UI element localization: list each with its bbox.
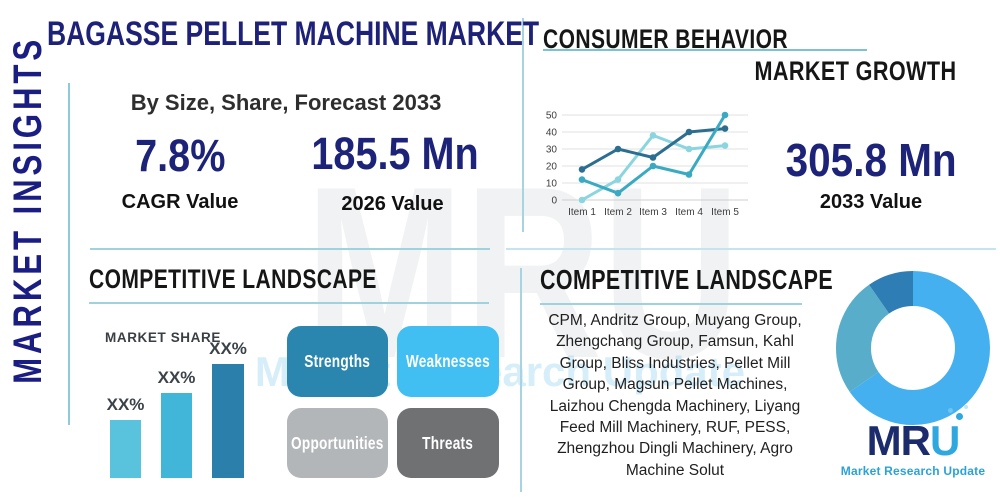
competitive-landscape-left-heading: COMPETITIVE LANDSCAPE <box>89 264 377 294</box>
label-2033: 2033 Value <box>819 191 923 213</box>
market-share-bar: XX% <box>158 368 195 478</box>
svg-text:40: 40 <box>546 128 558 139</box>
swot-grid: Strengths Weaknesses Opportunities Threa… <box>287 326 499 478</box>
bar-value-label: XX% <box>209 339 247 358</box>
svg-text:10: 10 <box>546 179 558 190</box>
subtitle: By Size, Share, Forecast 2033 <box>130 90 442 115</box>
market-share-bar: XX% <box>107 395 144 478</box>
cagr-label: CAGR Value <box>121 191 239 213</box>
swot-strengths: Strengths <box>287 326 388 397</box>
right-horizontal-divider <box>506 248 996 250</box>
market-share-bar: XX% <box>209 339 247 478</box>
donut-chart <box>836 271 990 425</box>
bar-value-label: XX% <box>106 395 145 414</box>
svg-text:Item 3: Item 3 <box>639 207 667 218</box>
svg-text:Item 5: Item 5 <box>711 207 739 218</box>
competitive-landscape-right-heading: COMPETITIVE LANDSCAPE <box>540 264 834 295</box>
consumer-behavior-underline <box>543 49 867 51</box>
cagr-value: 7.8% <box>134 130 226 181</box>
label-2026: 2026 Value <box>341 193 444 215</box>
page-title: BAGASSE PELLET MACHINE MARKET <box>47 15 540 53</box>
bar-value-label: XX% <box>157 368 196 387</box>
svg-text:30: 30 <box>546 145 558 156</box>
swot-weaknesses: Weaknesses <box>397 326 499 397</box>
left-horizontal-divider <box>90 248 490 250</box>
market-growth-line-chart: 0 10 20 30 40 50 Item 1 Item 2 Item 3 Item 4 Item … <box>546 111 748 218</box>
svg-text:20: 20 <box>546 162 558 173</box>
svg-text:Item 2: Item 2 <box>604 207 632 218</box>
svg-text:Item 1: Item 1 <box>568 207 596 218</box>
market-share-bar-chart: XX% XX% XX% <box>107 337 247 478</box>
companies-list: CPM, Andritz Group, Muyang Group, Zhengc… <box>548 312 802 479</box>
mru-logo-mr: MR <box>866 417 931 464</box>
swot-opportunities: Opportunities <box>287 408 388 478</box>
market-growth-heading: MARKET GROWTH <box>754 56 956 86</box>
value-2026: 185.5 Mn <box>311 128 479 179</box>
market-share-label: MARKET SHARE <box>105 330 221 345</box>
mru-logo: MRU Market Research Update <box>836 405 990 478</box>
mru-logo-u: U <box>929 417 960 464</box>
left-vertical-divider <box>68 83 70 425</box>
center-vertical-divider-top <box>522 18 524 232</box>
svg-text:50: 50 <box>546 111 558 122</box>
mru-logo-text: MRU <box>866 405 969 464</box>
svg-text:0: 0 <box>551 196 557 207</box>
side-label-market-insights: MARKET INSIGHTS <box>6 36 66 433</box>
side-label-text: MARKET INSIGHTS <box>6 35 50 384</box>
value-2033: 305.8 Mn <box>785 134 957 186</box>
svg-text:Item 4: Item 4 <box>675 207 703 218</box>
mru-tagline: Market Research Update <box>840 464 986 478</box>
center-vertical-divider-bottom <box>520 268 522 492</box>
swot-threats: Threats <box>397 408 499 478</box>
competitive-landscape-right-underline <box>540 303 802 305</box>
competitive-landscape-left-underline <box>89 302 489 304</box>
